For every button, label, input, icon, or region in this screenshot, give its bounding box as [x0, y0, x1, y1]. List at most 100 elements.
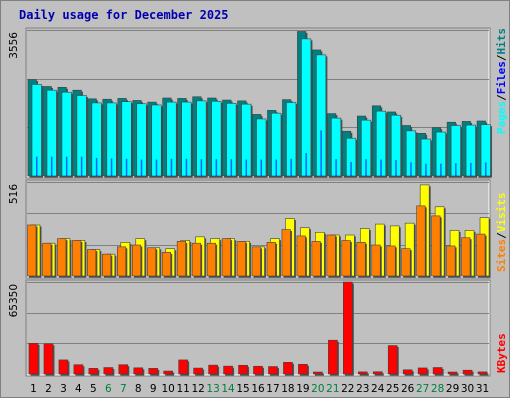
bar-kbytes-fill	[73, 364, 84, 375]
bar-sites-fill	[446, 245, 456, 277]
bar-files	[215, 159, 218, 176]
x-tick-label: 13	[206, 383, 219, 395]
bar-kbytes-shadow	[479, 373, 489, 376]
bar-kbytes-fill	[417, 367, 428, 375]
bar-kbytes	[402, 369, 414, 376]
bar-kbytes	[313, 371, 324, 376]
bar-sites	[117, 246, 128, 278]
bar-kbytes-fill	[223, 365, 233, 375]
x-tick-label: 18	[281, 383, 294, 395]
bar-kbytes	[283, 362, 294, 376]
chart-title: Daily usage for December 2025	[19, 8, 229, 22]
x-tick-label: 9	[150, 383, 157, 395]
bar-files	[125, 158, 128, 176]
bar-kbytes-fill	[28, 343, 39, 375]
bar-kbytes-fill	[193, 367, 203, 375]
bar-sites-fill	[161, 252, 172, 277]
bar-kbytes	[238, 364, 250, 376]
legend-hits-files-pages-part: /	[495, 94, 508, 101]
bar-kbytes	[462, 369, 474, 376]
bar-pages	[121, 101, 133, 178]
bar-kbytes-fill	[178, 359, 188, 375]
x-tick-label: 22	[341, 383, 354, 395]
bar-sites-fill	[416, 205, 426, 277]
bar-sites-fill	[102, 253, 112, 277]
x-tick-label: 12	[191, 383, 204, 395]
legend-visits-sites-part: Sites	[495, 239, 508, 272]
bar-kbytes-fill	[208, 364, 218, 375]
bar-kbytes-fill	[462, 369, 473, 375]
bar-kbytes	[328, 339, 339, 376]
x-tick-label: 2	[45, 383, 52, 395]
bar-sites-fill	[87, 249, 97, 277]
bar-files	[320, 130, 322, 176]
bar-sites-fill	[146, 247, 157, 277]
bar-kbytes-fill	[148, 368, 159, 375]
x-tick-label: 25	[386, 383, 399, 395]
bar-files	[140, 159, 143, 176]
bar-sites-fill	[42, 242, 52, 277]
bar-sites	[401, 248, 412, 278]
bar-kbytes	[148, 368, 160, 376]
y-max-label: 65350	[8, 284, 20, 317]
x-tick-label: 29	[446, 383, 459, 395]
bar-kbytes	[193, 367, 205, 376]
bar-kbytes-fill	[313, 371, 323, 375]
bar-sites-fill	[311, 241, 321, 277]
legend-hits-files-pages-part: Pages	[495, 101, 508, 134]
bar-kbytes	[387, 345, 399, 376]
bar-kbytes-fill	[118, 364, 129, 375]
bar-sites	[416, 205, 427, 278]
bar-kbytes-fill	[88, 368, 99, 375]
bar-sites	[102, 253, 113, 278]
bar-files	[110, 158, 113, 176]
bar-sites	[356, 241, 367, 278]
x-tick-label: 31	[476, 383, 489, 395]
bar-sites	[176, 241, 188, 278]
bar-sites-fill	[117, 246, 127, 277]
bar-sites	[386, 245, 397, 278]
bar-kbytes-fill	[402, 369, 413, 375]
bar-kbytes	[447, 371, 459, 376]
bar-files	[470, 162, 472, 176]
bar-files	[290, 158, 292, 176]
legend-hits-files-pages: Pages/Files/Hits	[495, 28, 508, 134]
bar-sites	[461, 237, 472, 278]
bar-sites	[326, 234, 337, 278]
bar-files	[485, 162, 487, 176]
bar-sites-fill	[326, 234, 336, 277]
bar-kbytes	[88, 368, 100, 376]
bar-sites	[296, 235, 307, 278]
bar-sites	[146, 247, 158, 278]
x-tick-label: 8	[135, 383, 142, 395]
panel-kbytes	[25, 279, 491, 377]
bar-files	[155, 159, 158, 176]
bar-sites-fill	[356, 241, 366, 277]
x-tick-label: 15	[236, 383, 249, 395]
bar-kbytes	[298, 363, 309, 376]
x-tick-label: 7	[120, 383, 127, 395]
bar-files	[245, 159, 248, 176]
bar-kbytes-fill	[268, 366, 278, 375]
legend-hits-files-pages-part: Hits	[495, 28, 508, 55]
legend-kbytes: KBytes	[495, 333, 508, 373]
bar-sites	[72, 240, 83, 278]
bar-sites-fill	[476, 233, 486, 277]
bar-kbytes-fill	[372, 371, 383, 375]
bar-sites-fill	[341, 240, 351, 277]
bar-files	[455, 163, 457, 176]
bar-kbytes-fill	[432, 367, 443, 375]
legend-visits-sites: Sites/Visits	[495, 193, 508, 273]
bar-kbytes-fill	[133, 367, 144, 375]
bar-sites	[161, 252, 173, 278]
bar-sites-fill	[206, 242, 216, 277]
bar-sites-fill	[27, 224, 37, 277]
x-tick-label: 11	[176, 383, 189, 395]
x-tick-label: 16	[251, 383, 265, 395]
bar-kbytes	[43, 343, 55, 376]
bar-kbytes	[208, 364, 220, 376]
x-tick-label: 17	[266, 383, 279, 395]
bar-sites-fill	[57, 238, 67, 277]
x-tick-label: 21	[326, 383, 339, 395]
bar-sites	[42, 242, 53, 278]
